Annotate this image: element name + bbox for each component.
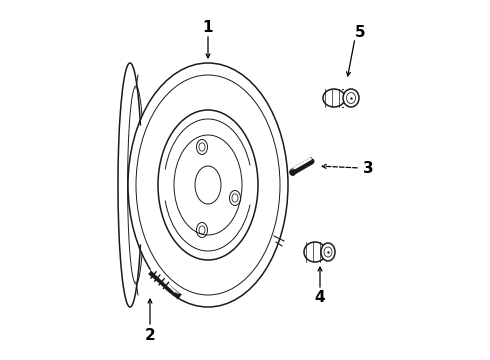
- Ellipse shape: [323, 89, 345, 107]
- Text: 5: 5: [355, 24, 366, 40]
- Text: 2: 2: [145, 328, 155, 342]
- Text: 1: 1: [203, 19, 213, 35]
- Text: 4: 4: [315, 291, 325, 306]
- Ellipse shape: [304, 242, 326, 262]
- Ellipse shape: [343, 89, 359, 107]
- Ellipse shape: [321, 243, 335, 261]
- Text: 3: 3: [363, 161, 373, 176]
